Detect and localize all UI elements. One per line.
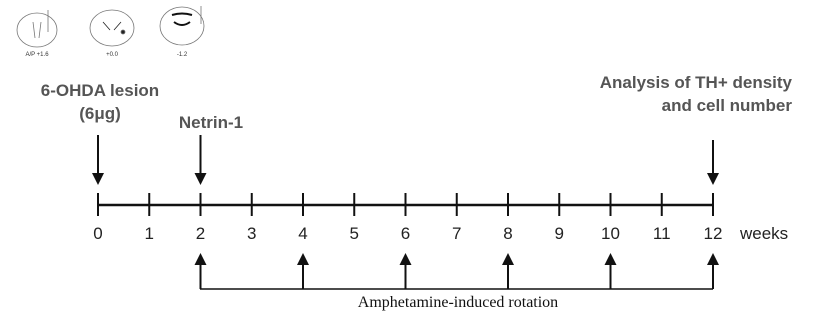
arrowhead xyxy=(707,173,719,185)
section-label: A/P +1.6 xyxy=(25,52,49,58)
event-label: and cell number xyxy=(662,96,793,115)
tick-label: 4 xyxy=(298,224,307,243)
tick-label: 10 xyxy=(601,224,620,243)
tick-label: 2 xyxy=(196,224,205,243)
tick-label: 7 xyxy=(452,224,461,243)
tick-label: 0 xyxy=(93,224,102,243)
section-label: -1.2 xyxy=(177,52,188,58)
arrowhead xyxy=(400,253,412,265)
axis-unit: weeks xyxy=(739,224,788,243)
tick-label: 5 xyxy=(350,224,359,243)
tick-label: 1 xyxy=(145,224,154,243)
arrowhead xyxy=(297,253,309,265)
tick-label: 11 xyxy=(653,224,671,243)
tick-label: 3 xyxy=(247,224,256,243)
arrowhead xyxy=(195,253,207,265)
arrowhead xyxy=(502,253,514,265)
event-label: (6μg) xyxy=(79,104,121,123)
tick-label: 9 xyxy=(555,224,564,243)
event-label: 6-OHDA lesion xyxy=(41,81,159,100)
tick-label: 6 xyxy=(401,224,410,243)
event-label: Analysis of TH+ density xyxy=(600,73,793,92)
rotation-label: Amphetamine-induced rotation xyxy=(358,294,558,311)
arrowhead xyxy=(92,173,104,185)
event-label: Netrin-1 xyxy=(179,113,243,132)
timeline-diagram: A/P +1.6 +0.0 -1.2 6-OHDA lesion (6μg) N… xyxy=(0,0,831,312)
section-label: +0.0 xyxy=(106,52,119,58)
arrowhead xyxy=(195,173,207,185)
arrowhead xyxy=(605,253,617,265)
tick-label: 12 xyxy=(704,224,723,243)
brain-sections xyxy=(17,6,204,47)
arrowhead xyxy=(707,253,719,265)
tick-label: 8 xyxy=(503,224,512,243)
